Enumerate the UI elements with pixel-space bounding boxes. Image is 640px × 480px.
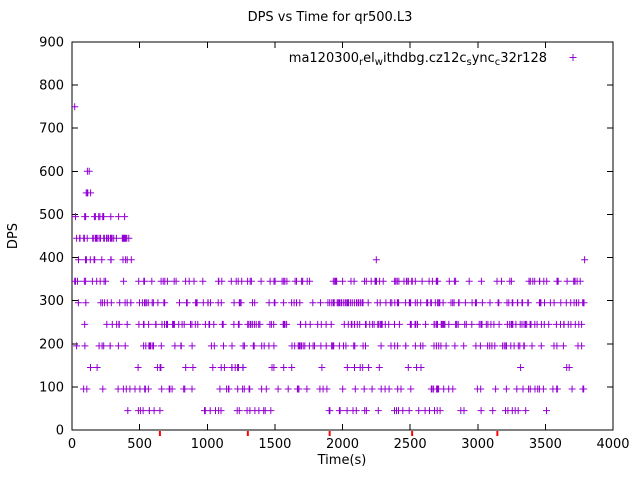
chart-title: DPS vs Time for qr500.L3 [248, 10, 413, 25]
x-tick-label: 500 [127, 437, 152, 452]
x-tick-label: 0 [68, 437, 76, 452]
x-tick-label: 2500 [394, 437, 427, 452]
data-points [71, 103, 589, 415]
y-tick-label: 0 [56, 424, 64, 439]
red-axis-marks [158, 431, 499, 436]
scatter-series [71, 103, 589, 415]
y-tick-label: 500 [39, 208, 64, 223]
axes [71, 41, 614, 436]
axis-ticks [71, 41, 614, 431]
x-tick-label: 1500 [258, 437, 291, 452]
y-tick-label: 300 [39, 294, 64, 309]
y-tick-label: 900 [39, 36, 64, 51]
y-tick-label: 200 [39, 337, 64, 352]
y-tick-label: 800 [39, 79, 64, 94]
y-tick-label: 600 [39, 165, 64, 180]
legend-series-label: ma120300relwithdbg.cz12csyncc32r128 [289, 51, 547, 68]
x-tick-label: 3500 [529, 437, 562, 452]
legend-marker-icon [569, 54, 577, 61]
legend: ma120300relwithdbg.cz12csyncc32r128 [289, 51, 577, 68]
x-tick-label: 3000 [461, 437, 494, 452]
y-axis-label: DPS [6, 223, 21, 249]
tick-labels: 0 500 1000 1500 2000 2500 3000 3500 4000 0 100 200 3… [39, 36, 629, 453]
x-tick-label: 2000 [326, 437, 359, 452]
y-tick-label: 700 [39, 122, 64, 137]
y-tick-label: 400 [39, 251, 64, 266]
x-axis-label: Time(s) [317, 453, 367, 468]
x-tick-label: 4000 [596, 437, 629, 452]
x-tick-label: 1000 [191, 437, 224, 452]
y-tick-label: 100 [39, 380, 64, 395]
